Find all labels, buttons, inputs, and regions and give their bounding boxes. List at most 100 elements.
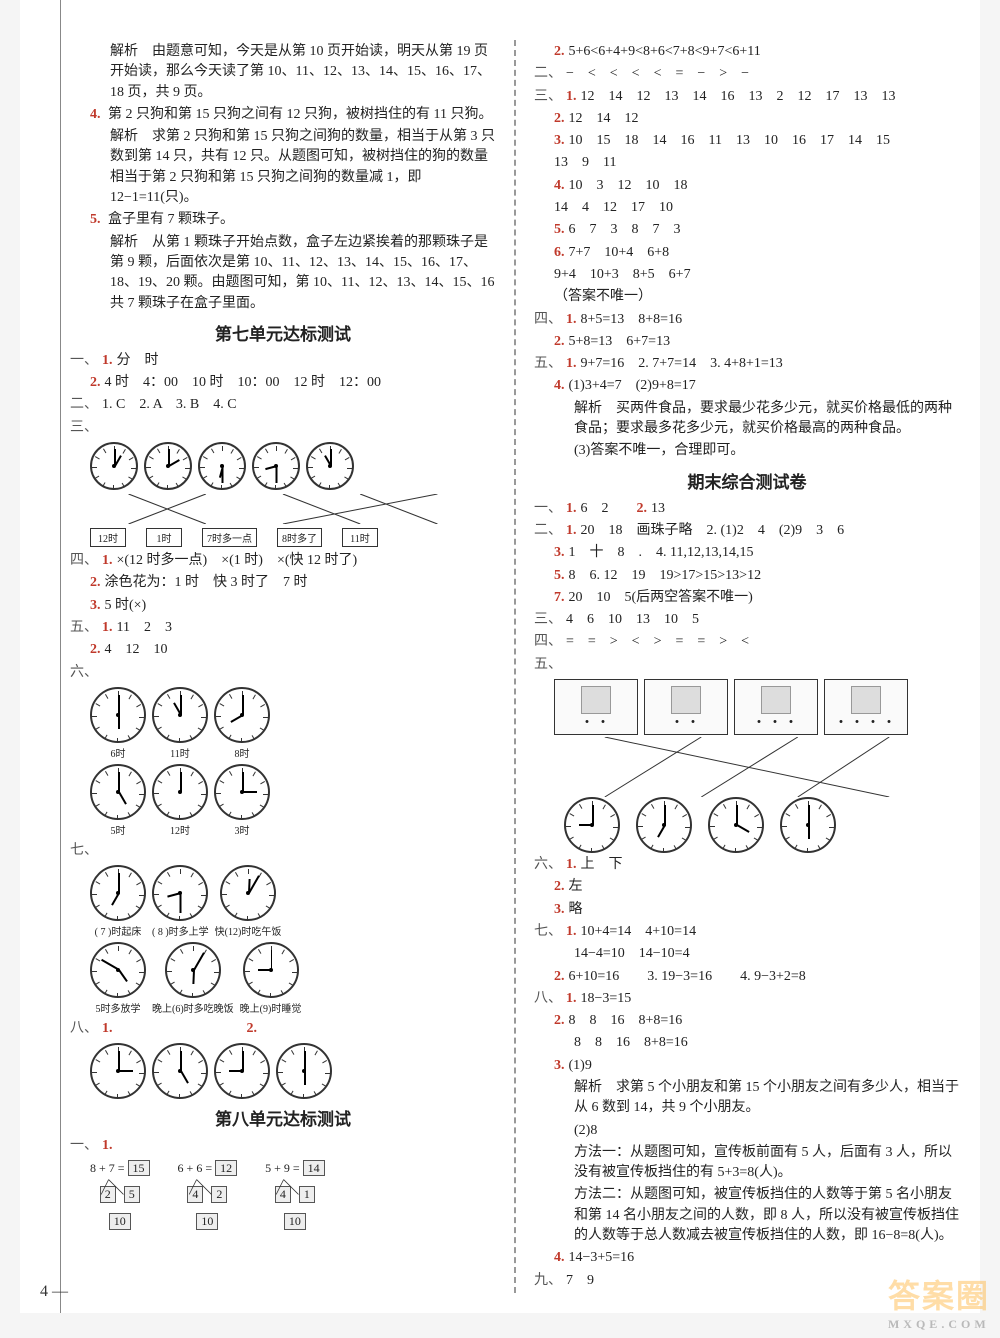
u7-q2: 二、1. C 2. A 3. B 4. C [70,395,496,415]
u7-q5: 五、1.11 2 3 [70,618,496,638]
clock-icon [90,687,146,743]
clock-with-label: 12时 [152,764,208,837]
r-sec3-line: 14 4 12 17 10 [534,198,960,218]
r-sec3-line: 5.6 7 3 8 7 3 [534,220,960,240]
item-4: 4. 第 2 只狗和第 15 只狗之间有 12 只狗，被树挡住的有 11 只狗。 [70,105,496,125]
clock-icon [708,797,764,853]
clock-with-label: 5时 [90,764,146,837]
u7-q3-clocks-row [70,442,496,490]
u7-q4-3: 3.5 时(×) [70,596,496,616]
u7-q7-row1: ( 7 )时起床( 8 )时多上学快(12)时吃午饭 [70,865,496,938]
f5-label: 五、 [534,655,960,675]
r-l1: 2.5+6<6+4+9<8+6<7+8<9+7<6+11 [534,42,960,62]
clock-icon [198,442,246,490]
f5-clocks [564,797,960,853]
clock-with-label: 8时 [214,687,270,760]
clock-with-label: 晚上(6)时多吃晚饭 [152,942,234,1015]
r-f2-line: 二、1.20 18 画珠子略 2. (1)2 4 (2)9 3 6 [534,521,960,541]
u8-q1: 一、1. [70,1136,496,1156]
time-label-box: 11时 [342,528,378,547]
f7-1: 七、1.10+4=14 4+10=14 [534,922,960,942]
clock-icon [152,865,208,921]
split-tree: 5 + 9 = 144110 [265,1161,325,1230]
u7-q4: 四、1.×(12 时多一点) ×(1 时) ×(快 12 时了) [70,551,496,571]
clock-with-label: 11时 [152,687,208,760]
clock-icon [214,1043,270,1099]
f1: 一、1.6 2 2.13 [534,499,960,519]
split-tree: 8 + 7 = 152510 [90,1161,150,1230]
f9: 九、7 9 [534,1271,960,1291]
time-label-box: 12时 [90,528,126,547]
u7-q4-2: 2.涂色花为：1 时 快 3 时了 7 时 [70,573,496,593]
clock-with-label: 晚上(9)时睡觉 [240,942,302,1015]
u7-q3-match-lines [90,494,476,524]
u7-q6-row1: 6时11时8时 [70,687,496,760]
item-4-num: 4. [90,107,101,122]
f8-exp1: 解析 求第 5 个小朋友和第 15 个小朋友之间有多少人，相当于从 6 数到 1… [534,1078,960,1119]
u7-q6-row2: 5时12时3时 [70,764,496,837]
item-5-analysis: 解析 从第 1 颗珠子开始点数，盒子左边紧挨着的那颗珠子是第 9 颗，后面依次是… [70,233,496,314]
f8-3: 3.(1)9 [534,1056,960,1076]
clock-icon [636,797,692,853]
r-sec3-line: 2.12 14 12 [534,109,960,129]
r-sec2: 二、− < < < < = − > − [534,64,960,84]
clock-icon [90,442,138,490]
f8-2a: 2.8 8 16 8+8=16 [534,1011,960,1031]
r-sec5-3: (3)答案不唯一，合理即可。 [534,441,960,461]
clock-icon [780,797,836,853]
clock-icon [90,1043,146,1099]
activity-picture: ・・・ [734,679,818,735]
u8-tree-row: 8 + 7 = 152510 6 + 6 = 124210 5 + 9 = 1441… [70,1161,496,1230]
clock-icon [90,942,146,998]
clock-icon [152,764,208,820]
u7-q8-clocks [70,1043,496,1099]
clock-icon [276,1043,332,1099]
clock-icon [152,687,208,743]
r-sec5-exp: 解析 买两件食品，要求最少花多少元，就买价格最低的两种食品；要求最多花多少元，就… [534,399,960,440]
clock-icon [306,442,354,490]
item-5-text: 盒子里有 7 颗珠子。 [108,212,234,227]
right-column: 2.5+6<6+4+9<8+6<7+8<9+7<6+11 二、− < < < <… [534,40,960,1293]
clock-icon [152,1043,208,1099]
clock-icon [214,764,270,820]
r-sec5-2: 4.(1)3+4=7 (2)9+8=17 [534,376,960,396]
u7-q1-2: 2.4 时 4：00 10 时 10：00 12 时 12：00 [70,373,496,393]
u7-q3-label: 三、 [70,418,496,438]
clock-icon [165,942,221,998]
clock-with-label: 6时 [90,687,146,760]
r-f2-line: 3.1 十 8 . 4. 11,12,13,14,15 [534,543,960,563]
r-sec3-line: （答案不唯一） [534,287,960,307]
item-5: 5. 盒子里有 7 颗珠子。 [70,210,496,230]
r-sec3: 三、1.12 14 12 13 14 16 13 2 12 17 13 132.… [534,87,960,308]
r-f2-line: 5.8 6. 12 19 19>17>15>13>12 [534,566,960,586]
clock-icon [243,942,299,998]
r-sec3-line: 9+4 10+3 8+5 6+7 [534,265,960,285]
f3: 三、4 6 10 13 10 5 [534,610,960,630]
split-tree: 6 + 6 = 124210 [178,1161,238,1230]
clock-icon [144,442,192,490]
unit8-title: 第八单元达标测试 [70,1105,496,1130]
r-sec4-1: 四、1.8+5=13 8+8=16 [534,310,960,330]
item-4-text: 第 2 只狗和第 15 只狗之间有 12 只狗，被树挡住的有 11 只狗。 [108,107,492,122]
clock-icon [564,797,620,853]
page-number: 4 — [40,1283,68,1301]
r-f2-line: 7.20 10 5(后两空答案不唯一) [534,588,960,608]
clock-with-label: 3时 [214,764,270,837]
activity-picture: ・・ [554,679,638,735]
u7-q6-label: 六、 [70,663,496,683]
u7-q7-label: 七、 [70,841,496,861]
unit7-title: 第七单元达标测试 [70,320,496,345]
left-column: 解析 由题意可知，今天是从第 10 页开始读，明天从第 19 页开始读，那么今天… [70,40,496,1293]
f6-2: 2.左 [534,877,960,897]
item-5-num: 5. [90,212,101,227]
clock-icon [252,442,300,490]
clock-icon [90,764,146,820]
r-sec3-line: 13 9 11 [534,153,960,173]
u7-q7-row2: 5时多放学晚上(6)时多吃晚饭晚上(9)时睡觉 [70,942,496,1015]
time-label-box: 1时 [146,528,182,547]
f7-1b: 14−4=10 14−10=4 [534,944,960,964]
f6-1: 六、1.上 下 [534,855,960,875]
r-sec5-1: 五、1.9+7=16 2. 7+7=14 3. 4+8+1=13 [534,354,960,374]
f8-m2: 方法二：从题图可知，被宣传板挡住的人数等于第 5 名小朋友和第 14 名小朋友之… [534,1185,960,1246]
clock-with-label: ( 7 )时起床 [90,865,146,938]
